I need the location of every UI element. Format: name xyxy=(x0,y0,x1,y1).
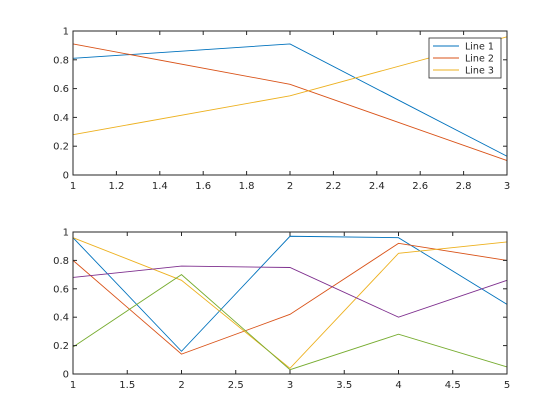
x-tick-label: 4 xyxy=(395,380,401,391)
y-tick-label: 0 xyxy=(63,171,69,182)
x-tick-label: 3 xyxy=(287,380,293,391)
y-tick-label: 0.8 xyxy=(53,55,69,66)
y-tick-label: 1 xyxy=(63,27,69,38)
y-tick-label: 0.8 xyxy=(53,256,69,267)
legend-label-2: Line 2 xyxy=(465,54,494,65)
x-tick-label: 3 xyxy=(504,181,510,192)
y-tick-label: 0.4 xyxy=(53,313,69,324)
x-tick-label: 2.2 xyxy=(325,181,341,192)
x-tick-label: 1.4 xyxy=(152,181,168,192)
series-line-5 xyxy=(72,274,508,371)
series-line-2 xyxy=(72,242,508,355)
series-line-3 xyxy=(72,237,508,369)
series-line-1 xyxy=(72,43,508,157)
x-tick-label: 2.4 xyxy=(369,181,385,192)
y-tick-label: 0.2 xyxy=(53,142,69,153)
x-tick-label: 5 xyxy=(504,380,510,391)
legend-label-1: Line 1 xyxy=(465,42,494,53)
top-axes: 1 1.2 1.4 1.6 1.8 2 2.2 2.4 2.6 2.8 3 0 0.2 0.4 0.6 0.8… xyxy=(53,27,510,193)
series-line-1 xyxy=(72,235,508,352)
x-tick-label: 3.5 xyxy=(336,380,352,391)
x-tick-label: 1 xyxy=(70,181,76,192)
x-tick-label: 1.8 xyxy=(239,181,255,192)
y-tick-label: 1 xyxy=(63,228,69,239)
y-tick-label: 0.6 xyxy=(53,284,69,295)
x-tick-label: 1 xyxy=(70,380,76,391)
series-line-4 xyxy=(72,265,508,318)
y-tick-label: 0.6 xyxy=(53,84,69,95)
x-tick-label: 2 xyxy=(178,380,184,391)
y-tick-label: 0 xyxy=(63,370,69,381)
x-tick-label: 4.5 xyxy=(445,380,461,391)
x-tick-label: 2.5 xyxy=(228,380,244,391)
legend-label-3: Line 3 xyxy=(465,66,494,77)
series-line-2 xyxy=(72,43,508,162)
y-tick-label: 0.4 xyxy=(53,113,69,124)
axes-box xyxy=(72,231,508,375)
x-tick-label: 1.2 xyxy=(108,181,124,192)
x-tick-label: 1.6 xyxy=(195,181,211,192)
bottom-axes: 1 1.5 2 2.5 3 3.5 4 4.5 5 0 0.2 0.4 0.6 0.8 1 xyxy=(53,228,510,392)
x-tick-label: 2.6 xyxy=(412,181,428,192)
y-tick-label: 0.2 xyxy=(53,341,69,352)
x-tick-label: 2 xyxy=(287,181,293,192)
x-tick-label: 2.8 xyxy=(456,181,472,192)
x-tick-label: 1.5 xyxy=(119,380,135,391)
